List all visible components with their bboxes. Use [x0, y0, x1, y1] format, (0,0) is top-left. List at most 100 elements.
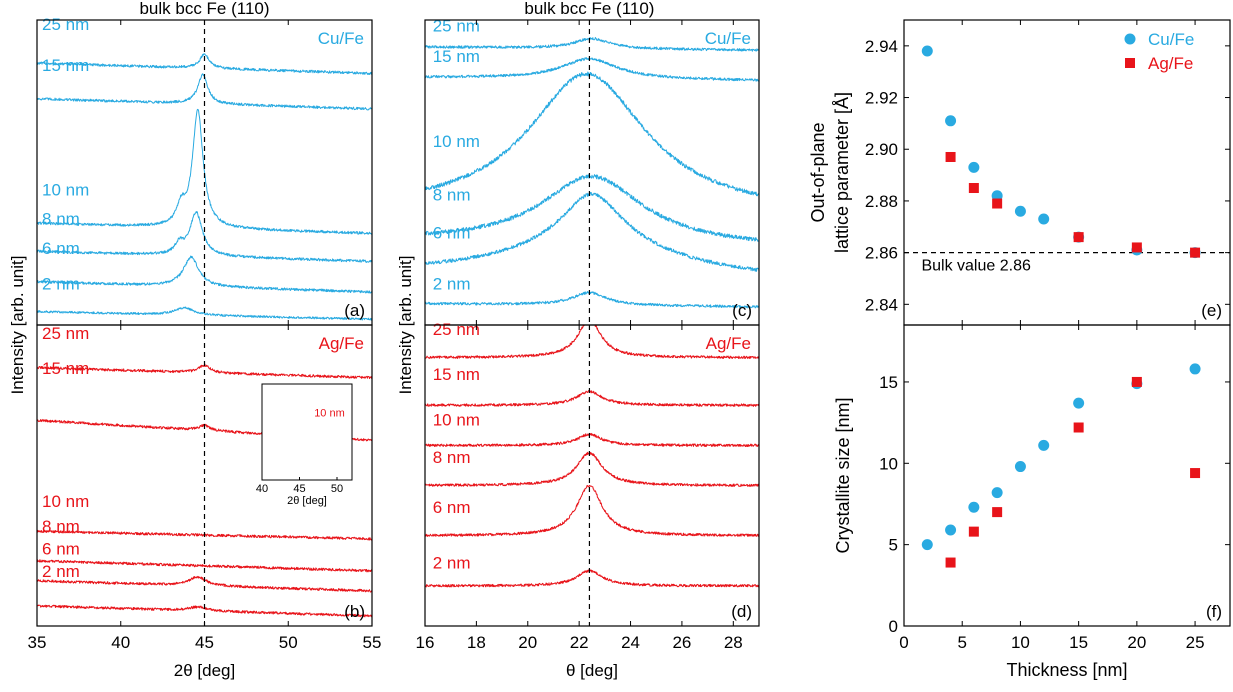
x-axis-label: 2θ [deg] — [174, 661, 235, 680]
y-axis-label: lattice parameter [Å] — [832, 92, 852, 253]
data-point-ag — [992, 507, 1003, 518]
data-point-cu — [1038, 439, 1050, 451]
x-tick-label: 15 — [1069, 633, 1088, 652]
spectrum-line — [425, 325, 759, 360]
data-point-cu — [921, 45, 933, 57]
spectrum-line — [425, 290, 759, 309]
data-point-cu — [1073, 397, 1085, 409]
panel-label: (f) — [1206, 602, 1222, 621]
legend-marker-ag — [1125, 58, 1135, 68]
data-point-ag — [968, 526, 979, 537]
chart-title: bulk bcc Fe (110) — [524, 0, 654, 18]
x-tick-label: 50 — [279, 633, 298, 652]
x-axis-label: Thickness [nm] — [1006, 660, 1127, 680]
spectrum-line — [425, 174, 759, 242]
inset-plot: 10 nm 40 45 50 2θ [deg] — [256, 383, 353, 585]
data-point-ag — [992, 198, 1003, 209]
y-tick-label: 2.86 — [865, 244, 898, 263]
inset-x-tick-label: 45 — [293, 483, 305, 495]
x-tick-label: 55 — [363, 633, 382, 652]
plot-area — [425, 325, 759, 588]
material-label: Ag/Fe — [319, 334, 364, 353]
material-label: Cu/Fe — [318, 29, 364, 48]
x-tick-label: 20 — [1127, 633, 1146, 652]
panel-label: (d) — [731, 602, 752, 621]
data-point-cu — [945, 524, 957, 536]
thickness-label: 15 nm — [433, 47, 480, 66]
y-tick-label: 15 — [879, 373, 898, 392]
spectrum-line — [425, 451, 759, 487]
thickness-label: 10 nm — [42, 492, 89, 511]
panel-a: 25 nm 15 nm 10 nm 8 nm 6 nm 2 nm Cu/Fe (a) bulk … — [8, 0, 373, 395]
x-tick-label: 28 — [724, 633, 743, 652]
inset-label: 10 nm — [314, 408, 345, 420]
x-tick-label: 26 — [672, 633, 691, 652]
data-point-cu — [968, 501, 980, 513]
thickness-label: 25 nm — [433, 16, 480, 35]
y-tick-label: 5 — [889, 536, 898, 555]
panel-f: (f) 0 5 10 15 20 25 0 5 10 15 Thickness [nm] Crystal… — [833, 324, 1231, 680]
x-tick-label: 40 — [111, 633, 130, 652]
spectrum-line — [37, 306, 372, 321]
y-tick-label: 2.92 — [865, 89, 898, 108]
x-tick-label: 5 — [957, 633, 966, 652]
spectrum-line — [425, 569, 759, 588]
inset-spectrum-line — [262, 520, 352, 585]
data-point-cu — [1014, 461, 1026, 473]
data-point-ag — [1190, 468, 1201, 479]
thickness-label: 8 nm — [42, 517, 80, 536]
legend-label: Ag/Fe — [1148, 54, 1193, 73]
spectrum-line — [425, 36, 759, 52]
material-label: Cu/Fe — [705, 29, 751, 48]
x-tick-label: 35 — [28, 633, 47, 652]
thickness-label: 15 nm — [42, 359, 89, 378]
x-axis-label: θ [deg] — [566, 661, 618, 680]
inset-x-tick-label: 40 — [256, 483, 268, 495]
spectrum-line — [425, 484, 759, 537]
thickness-label: 2 nm — [42, 562, 80, 581]
data-point-ag — [1131, 376, 1142, 387]
thickness-label: 6 nm — [433, 224, 471, 243]
data-point-ag — [1073, 422, 1084, 433]
data-point-cu — [945, 115, 957, 127]
data-point-ag — [945, 557, 956, 568]
panel-label: (b) — [344, 602, 365, 621]
panel-e: Bulk value 2.86 Cu/Fe Ag/Fe (e) 2.84 2.86 2.88… — [808, 19, 1231, 326]
spectrum-line — [37, 53, 372, 76]
x-tick-label: 24 — [621, 633, 640, 652]
x-tick-label: 25 — [1186, 633, 1205, 652]
thickness-label: 15 nm — [433, 365, 480, 384]
spectrum-line — [37, 559, 372, 573]
y-tick-label: 10 — [879, 454, 898, 473]
inset-frame — [261, 383, 353, 481]
spectrum-line — [37, 363, 372, 380]
legend-marker-cu — [1124, 33, 1136, 45]
plot-area — [425, 36, 759, 309]
thickness-label: 10 nm — [42, 180, 89, 199]
data-point-cu — [991, 487, 1003, 499]
thickness-label: 10 nm — [433, 410, 480, 429]
plot-frame — [903, 324, 1231, 627]
thickness-label: 6 nm — [433, 498, 471, 517]
data-point-cu — [1014, 205, 1026, 217]
inset-x-tick-label: 50 — [331, 483, 343, 495]
thickness-label: 25 nm — [42, 324, 89, 343]
x-tick-label: 20 — [518, 633, 537, 652]
thickness-label: 6 nm — [42, 239, 80, 258]
x-tick-label: 45 — [195, 633, 214, 652]
spectrum-line — [425, 390, 759, 407]
thickness-label: 8 nm — [433, 448, 471, 467]
legend-label: Cu/Fe — [1148, 30, 1194, 49]
data-point-cu — [991, 190, 1003, 202]
panel-d: 25 nm 15 nm 10 nm 8 nm 6 nm 2 nm Ag/Fe (d) 16 18 2… — [416, 320, 760, 680]
x-tick-label: 16 — [416, 633, 435, 652]
thickness-label: 8 nm — [433, 185, 471, 204]
data-point-ag — [968, 183, 979, 194]
thickness-label: 6 nm — [42, 540, 80, 559]
y-axis-label: Intensity [arb. unit] — [8, 256, 27, 395]
inset-x-axis-label: 2θ [deg] — [287, 495, 327, 507]
y-axis-label: Intensity [arb. unit] — [396, 256, 415, 395]
y-tick-label: 2.94 — [865, 37, 898, 56]
spectrum-line — [425, 191, 759, 272]
